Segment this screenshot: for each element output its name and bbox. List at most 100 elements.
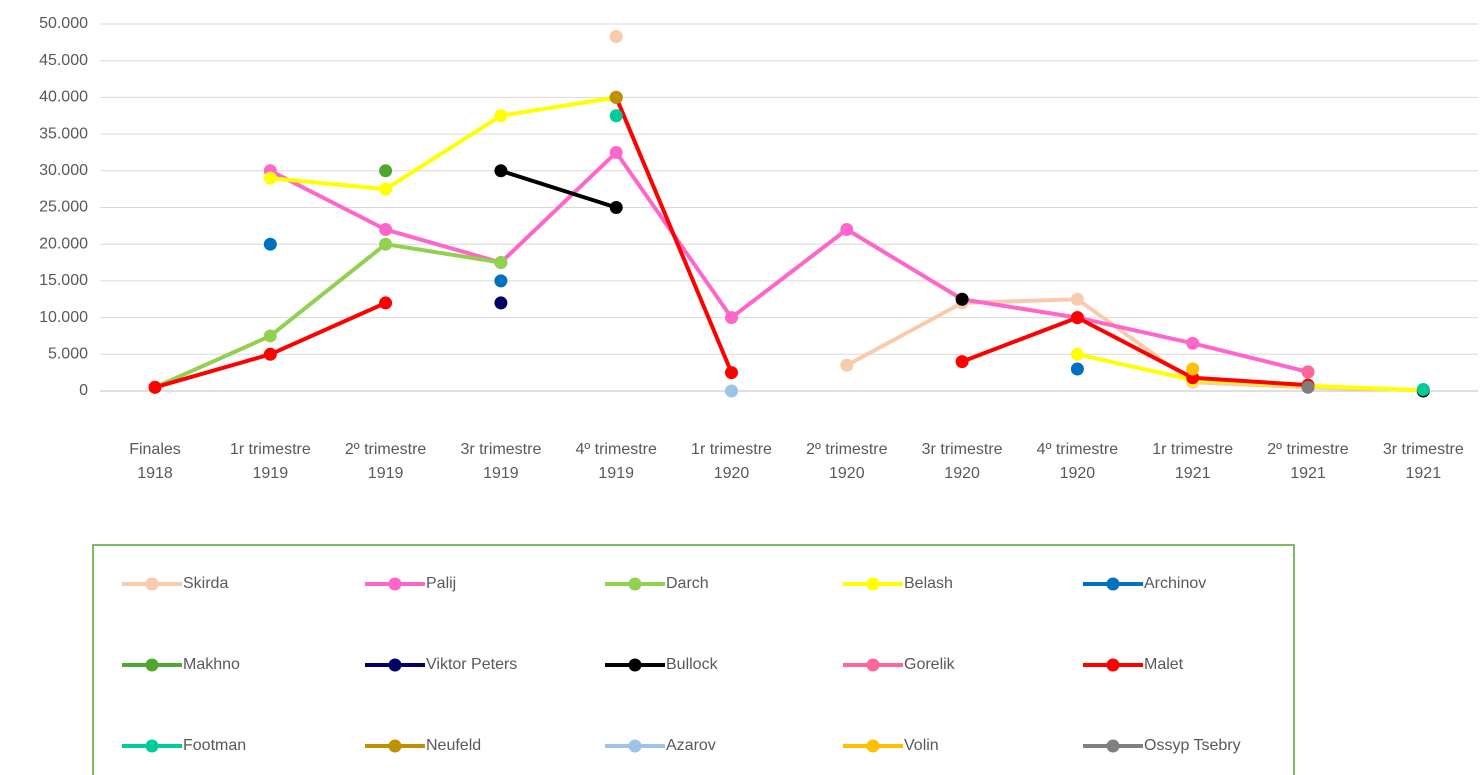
series-marker xyxy=(1070,311,1084,325)
series-marker xyxy=(840,223,854,237)
y-tick-label: 35.000 xyxy=(39,125,88,142)
x-tick-label: 1r trimestre 1919 xyxy=(229,441,311,482)
legend-marker xyxy=(866,577,880,591)
x-tick-label: 4º trimestre 1920 xyxy=(1036,441,1119,482)
y-tick-label: 20.000 xyxy=(39,235,88,252)
legend-label: Belash xyxy=(904,575,953,592)
series-marker xyxy=(1186,362,1200,376)
legend-marker xyxy=(145,658,159,672)
legend-label: Malet xyxy=(1144,656,1184,673)
series-marker xyxy=(1301,380,1315,394)
series-marker xyxy=(609,201,623,214)
series-line xyxy=(154,301,387,390)
legend-marker xyxy=(1106,577,1120,591)
legend-label: Ossyp Tsebry xyxy=(1144,737,1241,754)
series-marker xyxy=(379,164,393,178)
legend-marker xyxy=(866,658,880,672)
x-tick-label: 2º trimestre 1920 xyxy=(806,441,888,482)
legend-label: Darch xyxy=(666,575,709,592)
legend-box xyxy=(92,544,1295,775)
x-tick-label: 3r trimestre 1920 xyxy=(921,441,1003,482)
legend-marker xyxy=(388,739,402,753)
y-tick-label: 45.000 xyxy=(39,52,88,69)
y-tick-label: 5.000 xyxy=(48,346,88,363)
legend-marker xyxy=(1106,658,1120,672)
series-marker xyxy=(725,311,738,325)
series-marker xyxy=(1186,336,1200,350)
series-marker xyxy=(955,292,969,306)
x-tick-label: 2º trimestre 1921 xyxy=(1267,441,1349,482)
legend-marker xyxy=(145,577,159,591)
x-tick-label: 3r trimestre 1919 xyxy=(460,441,542,482)
legend-marker xyxy=(388,577,402,591)
series-line xyxy=(614,96,734,374)
series-marker xyxy=(494,274,508,288)
series-marker xyxy=(609,29,623,43)
series-marker xyxy=(379,237,393,251)
series-marker xyxy=(1070,347,1084,361)
legend-marker xyxy=(388,658,402,672)
series-marker xyxy=(263,347,277,361)
series-line xyxy=(845,297,1424,393)
legend-label: Volin xyxy=(904,737,939,754)
series-marker xyxy=(379,182,393,196)
legend-label: Footman xyxy=(183,737,246,754)
series-marker xyxy=(379,223,393,237)
series-marker xyxy=(263,237,277,251)
y-tick-label: 25.000 xyxy=(39,199,88,216)
series-line xyxy=(1076,352,1424,393)
legend-label: Neufeld xyxy=(426,737,481,754)
y-tick-label: 50.000 xyxy=(39,15,88,32)
legend-label: Azarov xyxy=(666,737,716,754)
series-marker xyxy=(494,296,508,310)
y-tick-label: 40.000 xyxy=(39,89,88,106)
series-marker xyxy=(840,358,854,372)
x-tick-label: Finales 1918 xyxy=(129,441,181,482)
series-marker xyxy=(1070,292,1084,306)
legend-marker xyxy=(628,658,642,672)
series-line xyxy=(500,168,617,210)
series-marker xyxy=(1301,365,1315,379)
series-line xyxy=(154,242,502,390)
series-marker xyxy=(494,256,508,270)
y-tick-label: 15.000 xyxy=(39,272,88,289)
legend-marker xyxy=(628,739,642,753)
series-marker xyxy=(263,171,277,185)
series-marker xyxy=(1070,362,1084,376)
series-marker xyxy=(609,145,623,159)
legend-label: Bullock xyxy=(666,656,719,673)
series-marker xyxy=(263,329,277,343)
legend-marker xyxy=(1106,739,1120,753)
x-tick-label: 1r trimestre 1921 xyxy=(1152,441,1234,482)
legend-marker xyxy=(866,739,880,753)
series-line xyxy=(269,150,1309,374)
series-marker xyxy=(955,355,969,369)
y-tick-label: 0 xyxy=(79,382,88,399)
x-tick-label: 3r trimestre 1921 xyxy=(1382,441,1464,482)
legend-label: Archinov xyxy=(1144,575,1206,592)
series-marker xyxy=(609,109,623,123)
series-marker xyxy=(609,90,623,104)
y-tick-label: 30.000 xyxy=(39,162,88,179)
series-line xyxy=(961,315,1309,388)
series-marker xyxy=(494,164,508,178)
series-line xyxy=(270,95,617,192)
legend-label: Skirda xyxy=(183,575,228,592)
legend-label: Makhno xyxy=(183,656,240,673)
x-tick-label: 2º trimestre 1919 xyxy=(344,441,427,482)
x-tick-label: 4º trimestre 1919 xyxy=(575,441,657,482)
legend-marker xyxy=(628,577,642,591)
x-tick-label: 1r trimestre 1920 xyxy=(691,441,772,482)
series-marker xyxy=(725,384,738,398)
legend-marker xyxy=(145,739,159,753)
y-tick-label: 10.000 xyxy=(39,309,88,326)
legend-label: Viktor Peters xyxy=(426,656,517,673)
series-marker xyxy=(379,296,393,310)
series-marker xyxy=(725,366,738,380)
legend-label: Palij xyxy=(426,575,456,592)
legend-label: Gorelik xyxy=(904,656,956,673)
series-marker xyxy=(148,380,162,394)
series-marker xyxy=(1416,383,1430,397)
